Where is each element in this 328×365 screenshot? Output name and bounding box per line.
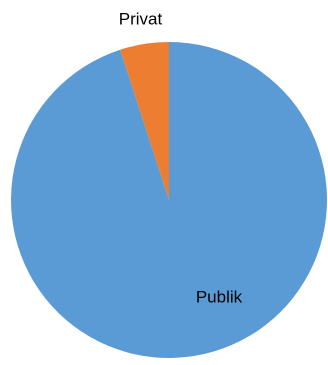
slice-label: Publik — [196, 287, 243, 306]
pie-slice — [11, 42, 328, 359]
slice-label: Privat — [119, 10, 163, 29]
pie-slice — [120, 42, 169, 200]
